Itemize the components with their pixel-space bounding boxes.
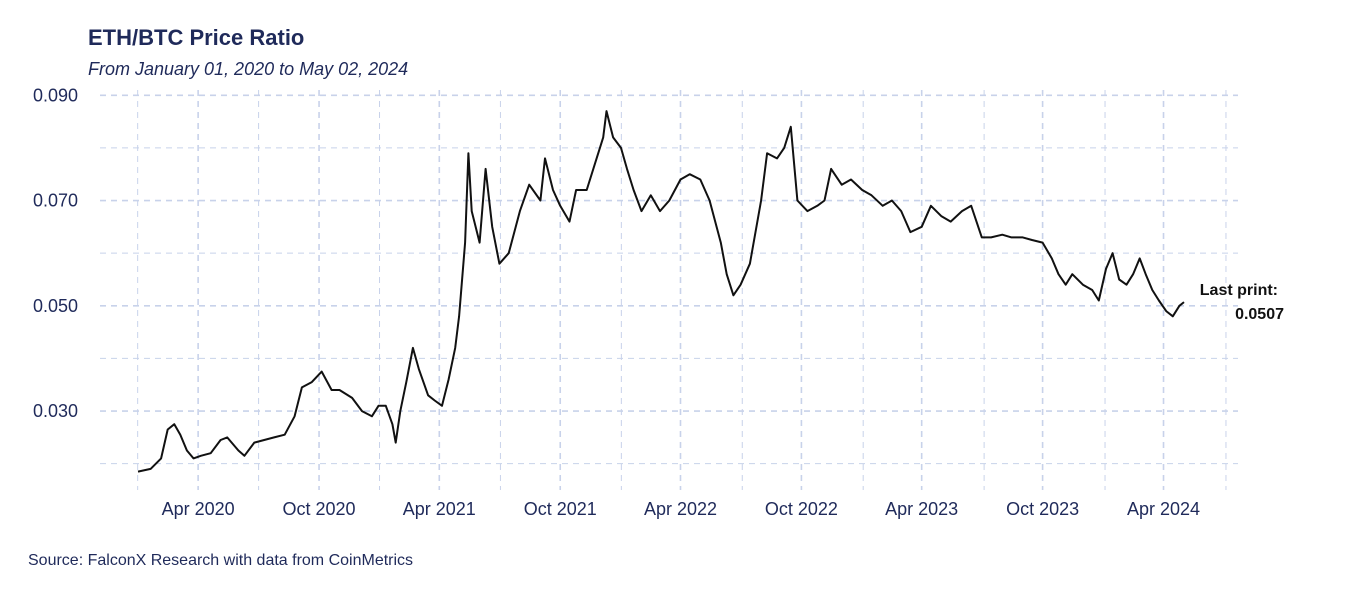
y-tick-label: 0.030 [33, 401, 78, 421]
x-axis-ticks: Apr 2020 Oct 2020 Apr 2021 Oct 2021 Apr 2022… [162, 499, 1200, 519]
x-tick-label: Oct 2023 [1006, 499, 1079, 519]
x-tick-label: Apr 2023 [885, 499, 958, 519]
y-tick-label: 0.050 [33, 296, 78, 316]
source-note: Source: FalconX Research with data from … [28, 552, 414, 569]
y-tick-label: 0.070 [33, 191, 78, 211]
x-tick-label: Apr 2021 [403, 499, 476, 519]
x-tick-label: Oct 2022 [765, 499, 838, 519]
last-print-label: Last print: [1200, 282, 1278, 299]
x-tick-label: Apr 2020 [162, 499, 235, 519]
x-tick-label: Apr 2022 [644, 499, 717, 519]
x-tick-label: Oct 2020 [283, 499, 356, 519]
y-tick-label: 0.090 [33, 85, 78, 105]
last-print-value: 0.0507 [1235, 306, 1284, 323]
major-gridlines [100, 90, 1238, 490]
x-tick-label: Oct 2021 [524, 499, 597, 519]
series-line [137, 110, 1185, 473]
chart-subtitle: From January 01, 2020 to May 02, 2024 [88, 59, 409, 79]
y-axis-ticks: 0.030 0.050 0.070 0.090 [33, 85, 78, 421]
minor-gridlines [100, 90, 1238, 490]
x-tick-label: Apr 2024 [1127, 499, 1200, 519]
chart-title: ETH/BTC Price Ratio [88, 25, 305, 50]
